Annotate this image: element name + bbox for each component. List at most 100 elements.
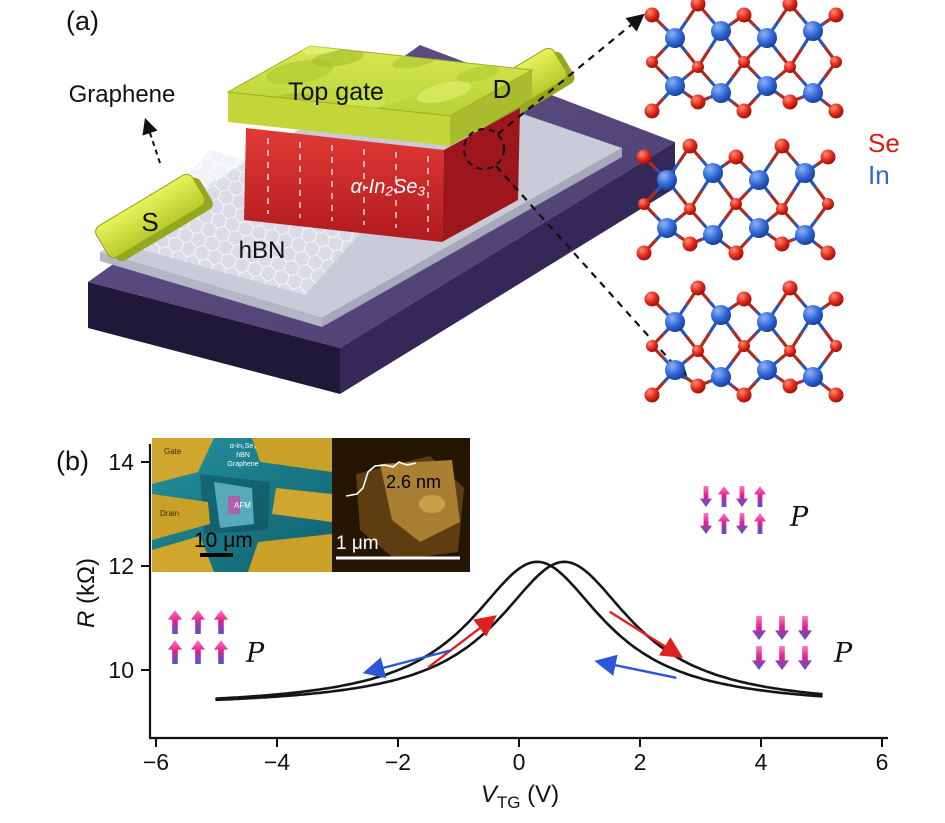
top-gate-front-face [228, 92, 450, 146]
afm-scale-label: 1 μm [336, 533, 379, 554]
in-atom [711, 305, 731, 325]
se-atom [684, 203, 696, 215]
panel-b-label: (b) [56, 446, 89, 476]
se-atom [774, 236, 790, 252]
se-atom [776, 203, 788, 215]
in-atom [749, 218, 769, 238]
polarization-arrow-up [718, 513, 730, 534]
x-tick-label: 4 [755, 749, 768, 775]
electrode-pad [272, 488, 332, 522]
substrate-side-right [340, 142, 675, 394]
source-label: S [141, 207, 158, 237]
se-atom [828, 7, 844, 23]
polarization-arrow-up [191, 610, 205, 634]
optical-scale-label: 10 μm [194, 529, 253, 552]
se-atom [690, 94, 706, 110]
crystal-cluster-2 [636, 138, 836, 261]
se-atom [644, 291, 660, 307]
se-atom [830, 56, 842, 68]
se-atom [690, 378, 706, 394]
hbn-edge-right [322, 148, 622, 327]
panel-b-chart: −6 −4 −2 0 2 4 6 10 12 14 α-In₂Se₃ hBN Graphene G… [56, 438, 888, 812]
substrate-side-left [88, 282, 340, 394]
polarization-arrow-up [191, 640, 205, 664]
se-atom [692, 345, 704, 357]
se-atom [690, 0, 706, 12]
polarization-arrow-down [700, 486, 712, 507]
crystal-cluster-3 [644, 280, 844, 403]
stack-label-graphene: Graphene [227, 461, 258, 468]
se-atom [736, 7, 752, 23]
electrode-pad [152, 494, 210, 540]
in-atom [665, 28, 685, 48]
x-tick-label: −2 [385, 749, 411, 775]
polarization-arrow-up [718, 486, 730, 507]
in-atom [665, 76, 685, 96]
afm-bright-spot [419, 495, 445, 513]
ferroelectric-domain-lines [267, 138, 429, 232]
stack-label-hbn: hBN [236, 452, 250, 459]
polarization-arrow-down [700, 513, 712, 534]
se-atom [736, 387, 752, 403]
in-atom [703, 163, 723, 183]
axes [148, 444, 888, 740]
se-atom [782, 378, 798, 394]
se-atom [784, 345, 796, 357]
se-atom [830, 340, 842, 352]
in-atom [757, 28, 777, 48]
top-gate-label: Top gate [288, 78, 384, 106]
polarization-label-top: P [789, 502, 809, 533]
polarization-arrow-up [754, 486, 766, 507]
resistance-curve [215, 560, 823, 702]
optical-microscope-inset: α-In₂Se₃ hBN Graphene Gate Drain AFM 10 … [152, 438, 332, 572]
se-atom [730, 198, 742, 210]
in-atom [711, 21, 731, 41]
afm-label: AFM [234, 501, 251, 510]
in-atom [803, 305, 823, 325]
polarization-label-right: P [833, 638, 853, 669]
polarization-arrow-up [754, 513, 766, 534]
polarization-arrow-down [736, 513, 748, 534]
se-atom [692, 61, 704, 73]
sweep-direction-arrow [362, 649, 452, 679]
se-atom [822, 198, 834, 210]
x-tick-label: 0 [513, 749, 526, 775]
in-atom [711, 367, 731, 387]
panel-a-label: (a) [66, 6, 99, 36]
y-tick-label: 10 [108, 657, 134, 683]
optical-scale-bar [200, 553, 233, 557]
zoom-arrow-top [497, 13, 645, 135]
se-atom [782, 280, 798, 296]
se-atom [736, 291, 752, 307]
se-atom [828, 387, 844, 403]
stack-label-in2se3: α-In₂Se₃ [230, 443, 256, 450]
in-atom [795, 225, 815, 245]
afm-inset: 2.6 nm 1 μm [332, 438, 470, 572]
polarization-arrow-down [798, 616, 812, 640]
electrode-pad [252, 438, 332, 472]
source-electrode [95, 173, 213, 262]
se-atom [644, 7, 660, 23]
polarization-arrow-down [736, 486, 748, 507]
polarization-arrow-up [214, 610, 228, 634]
se-atom [828, 103, 844, 119]
se-atom [736, 103, 752, 119]
polarization-arrow-down [798, 646, 812, 670]
x-tick-label: 2 [634, 749, 647, 775]
in-atom [757, 360, 777, 380]
in-atom [757, 312, 777, 332]
top-gate-side-face [450, 70, 532, 146]
se-atom [646, 56, 658, 68]
in-atom [749, 170, 769, 190]
in2se3-label: α-In₂Se₃ [351, 176, 426, 198]
graphene-pointer-arrow [142, 117, 161, 164]
se-atom [682, 236, 698, 252]
sweep-direction-arrow [609, 610, 683, 658]
in-atom [665, 360, 685, 380]
se-atom [784, 61, 796, 73]
drain-label: D [493, 74, 512, 104]
panel-a-schematic: (a) Graphene Top gate S D hBN α-In₂Se₃ S… [66, 0, 900, 403]
afm-height-profile [345, 461, 417, 497]
polarization-label-left: P [245, 638, 265, 669]
